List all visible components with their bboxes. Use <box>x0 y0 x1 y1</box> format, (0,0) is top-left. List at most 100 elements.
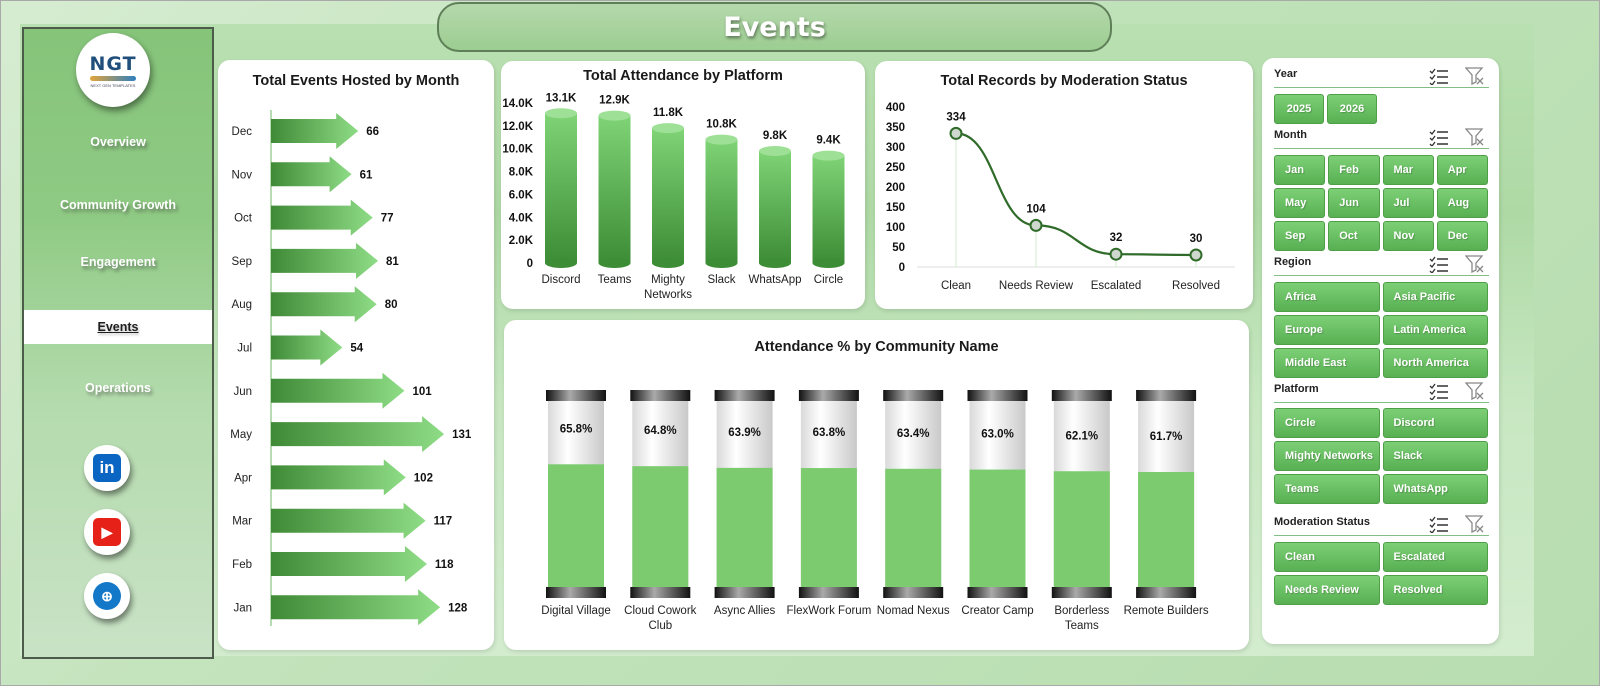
slicer-region-north-america[interactable]: North America <box>1382 348 1488 378</box>
tube-bottom-cap <box>883 587 944 598</box>
bar-discord[interactable] <box>545 113 577 264</box>
nav-engagement[interactable]: Engagement <box>80 255 156 269</box>
month-label: May <box>230 429 252 441</box>
slicer-title: Platform <box>1274 383 1319 395</box>
nav-community-growth[interactable]: Community Growth <box>60 198 176 212</box>
slicer-moderation-status-needs-review[interactable]: Needs Review <box>1274 575 1380 605</box>
clear-filter-icon[interactable] <box>1464 255 1485 274</box>
y-tick-label: 10.0K <box>502 144 533 156</box>
bar-mar[interactable] <box>271 502 426 539</box>
bar-jun[interactable] <box>271 372 405 409</box>
data-label: 30 <box>1190 233 1203 245</box>
fill-creator-camp[interactable] <box>969 469 1026 588</box>
multi-select-icon[interactable] <box>1429 128 1449 147</box>
linkedin-button[interactable]: in <box>84 445 130 491</box>
slicer-month-feb[interactable]: Feb <box>1328 155 1380 185</box>
y-tick-label: 350 <box>886 122 905 134</box>
globe-icon: ⊕ <box>93 582 121 610</box>
clear-filter-icon[interactable] <box>1464 382 1485 401</box>
bar-oct[interactable] <box>271 199 373 236</box>
point-resolved[interactable] <box>1189 248 1203 262</box>
multi-select-icon[interactable] <box>1429 67 1449 86</box>
slicer-year-2026[interactable]: 2026 <box>1327 94 1377 124</box>
slicer-month-dec[interactable]: Dec <box>1436 221 1488 251</box>
bar-jul[interactable] <box>271 329 343 366</box>
globe-button[interactable]: ⊕ <box>84 573 130 619</box>
bar-circle[interactable] <box>812 155 845 263</box>
bar-teams[interactable] <box>598 115 631 263</box>
fill-cloud-cowork-club[interactable] <box>632 466 689 588</box>
slicer-region-europe[interactable]: Europe <box>1274 315 1380 345</box>
slicer-moderation-status-escalated[interactable]: Escalated <box>1382 542 1488 572</box>
clear-filter-icon[interactable] <box>1464 128 1485 147</box>
bar-apr[interactable] <box>271 459 406 496</box>
fill-async-allies[interactable] <box>716 467 773 588</box>
multi-select-icon[interactable] <box>1429 515 1449 534</box>
events-by-month-title: Total Events Hosted by Month <box>252 73 460 89</box>
fill-flexwork-forum[interactable] <box>800 468 857 588</box>
bar-base <box>652 258 684 268</box>
bar-base <box>598 258 631 268</box>
multi-select-icon[interactable] <box>1429 382 1449 401</box>
slicer-month-may[interactable]: May <box>1274 188 1326 218</box>
point-needs-review[interactable] <box>1029 218 1043 232</box>
x-tick-label: Slack <box>707 274 735 286</box>
nav-overview[interactable]: Overview <box>90 135 146 149</box>
attendance-by-community-card: Attendance % by Community Name 65.8% Digi… <box>504 320 1249 650</box>
slicer-moderation-status-resolved[interactable]: Resolved <box>1382 575 1488 605</box>
fill-remote-builders[interactable] <box>1138 472 1195 588</box>
slicer-month-oct[interactable]: Oct <box>1328 221 1380 251</box>
nav-events[interactable]: Events <box>24 310 212 344</box>
slicer-region-latin-america[interactable]: Latin America <box>1382 315 1488 345</box>
slicer-month-jul[interactable]: Jul <box>1382 188 1434 218</box>
slicer-region-africa[interactable]: Africa <box>1274 282 1380 312</box>
clear-filter-icon[interactable] <box>1464 515 1485 534</box>
slicer-moderation-status-clean[interactable]: Clean <box>1274 542 1380 572</box>
point-escalated[interactable] <box>1109 247 1123 261</box>
slicer-platform-whatsapp[interactable]: WhatsApp <box>1382 474 1488 504</box>
slicer-year-2025[interactable]: 2025 <box>1274 94 1324 124</box>
y-tick-label: 200 <box>886 182 905 194</box>
slicer-month-jan[interactable]: Jan <box>1274 155 1326 185</box>
clear-filter-icon[interactable] <box>1464 67 1485 86</box>
bar-slack[interactable] <box>705 139 738 263</box>
slicer-month-mar[interactable]: Mar <box>1382 155 1434 185</box>
slicer-month-jun[interactable]: Jun <box>1328 188 1380 218</box>
nav-operations[interactable]: Operations <box>85 381 151 395</box>
slicer-platform-mighty-networks[interactable]: Mighty Networks <box>1274 441 1380 471</box>
bar-sep[interactable] <box>271 242 379 279</box>
bar-whatsapp[interactable] <box>759 151 791 263</box>
slicer-region-asia-pacific[interactable]: Asia Pacific <box>1382 282 1488 312</box>
multi-select-icon[interactable] <box>1429 255 1449 274</box>
attendance-by-community-chart: 65.8% Digital Village 64.8% Cloud Cowork Clu… <box>541 390 1209 632</box>
youtube-button[interactable]: ▶ <box>84 509 130 555</box>
y-tick-label: 8.0K <box>509 167 534 179</box>
bar-aug[interactable] <box>271 286 377 323</box>
slicer-region-middle-east[interactable]: Middle East <box>1274 348 1380 378</box>
month-label: Aug <box>232 299 252 311</box>
bar-jan[interactable] <box>271 589 441 626</box>
slicer-month-nov[interactable]: Nov <box>1382 221 1434 251</box>
data-label: 9.8K <box>763 130 788 142</box>
data-label: 65.8% <box>560 423 593 435</box>
bar-dec[interactable] <box>271 113 359 149</box>
slicer-month-apr[interactable]: Apr <box>1436 155 1488 185</box>
slicer-month-sep[interactable]: Sep <box>1274 221 1326 251</box>
month-label: Oct <box>234 213 253 225</box>
slicer-platform-circle[interactable]: Circle <box>1274 408 1380 438</box>
x-tick-label: Club <box>648 620 672 632</box>
bar-feb[interactable] <box>271 546 427 582</box>
tube-bottom-cap <box>1051 587 1112 598</box>
bar-may[interactable] <box>271 416 445 453</box>
slicer-platform-slack[interactable]: Slack <box>1382 441 1488 471</box>
bar-mighty-networks[interactable] <box>652 128 684 263</box>
fill-borderless-teams[interactable] <box>1053 471 1110 588</box>
fill-nomad-nexus[interactable] <box>885 468 942 588</box>
point-clean[interactable] <box>949 126 963 140</box>
slicer-month-aug[interactable]: Aug <box>1436 188 1488 218</box>
slicer-platform-teams[interactable]: Teams <box>1274 474 1380 504</box>
fill-digital-village[interactable] <box>548 464 604 588</box>
bar-nov[interactable] <box>271 156 352 193</box>
slicer-platform-discord[interactable]: Discord <box>1382 408 1488 438</box>
x-tick-label: Networks <box>644 289 692 301</box>
